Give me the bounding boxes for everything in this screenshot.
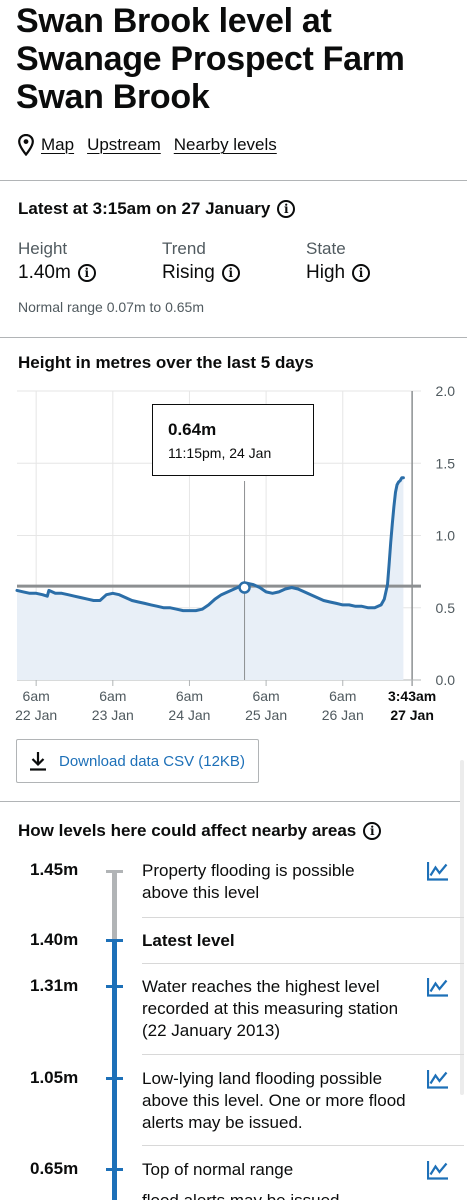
row-separator xyxy=(142,917,464,918)
info-icon[interactable]: i xyxy=(221,264,240,282)
x-tick-time: 6am xyxy=(23,688,50,704)
nearby-levels-link[interactable]: Nearby levels xyxy=(173,135,277,154)
threshold-description: Property flooding is possible above this… xyxy=(142,861,355,902)
y-tick-label: 0.5 xyxy=(436,600,456,616)
timeline-tick xyxy=(106,1168,123,1171)
state-label: State xyxy=(306,239,346,258)
trend-label: Trend xyxy=(162,239,206,258)
timeline-line-below xyxy=(112,941,117,1200)
timeline-tick xyxy=(106,870,123,873)
state-metric: State High i xyxy=(306,238,371,286)
trend-value-row: Rising i xyxy=(162,260,240,286)
height-value: 1.40m xyxy=(18,262,71,283)
info-icon[interactable]: i xyxy=(277,200,296,218)
timeline-tick xyxy=(106,1077,123,1080)
impact-heading-text: How levels here could affect nearby area… xyxy=(18,821,357,840)
x-tick-date: 24 Jan xyxy=(168,707,210,723)
download-icon xyxy=(30,752,46,771)
divider xyxy=(0,801,460,802)
trend-metric: Trend Rising i xyxy=(162,238,240,286)
divider xyxy=(0,180,467,181)
cut-off-text: flood alerts may be issued xyxy=(142,1190,340,1200)
threshold-description: Water reaches the highest level recorded… xyxy=(142,977,399,1040)
y-tick-label: 2.0 xyxy=(436,383,456,399)
y-tick-label: 1.5 xyxy=(436,455,456,471)
x-tick-date: 26 Jan xyxy=(322,707,364,723)
height-label: Height xyxy=(18,239,68,258)
threshold-level: 1.05m xyxy=(30,1068,79,1087)
page-title: Swan Brook level at Swanage Prospect Far… xyxy=(16,2,456,116)
x-tick-date: 22 Jan xyxy=(15,707,57,723)
x-tick-time: 3:43am xyxy=(388,688,436,704)
tooltip-time: 11:15pm, 24 Jan xyxy=(168,445,272,461)
upstream-link[interactable]: Upstream xyxy=(87,135,161,154)
info-icon[interactable]: i xyxy=(363,822,382,840)
latest-heading: Latest at 3:15am on 27 January i xyxy=(18,199,296,219)
page-title-line: Swanage Prospect Farm xyxy=(16,40,405,78)
level-chart[interactable]: 0.0 0.5 1.0 1.5 2.0 6am 22 Jan 6am 23 Jan 6am 24 J… xyxy=(0,380,467,725)
x-tick-time: 6am xyxy=(99,688,126,704)
threshold-description: Top of normal range xyxy=(142,1160,294,1179)
x-tick-date: 25 Jan xyxy=(245,707,287,723)
page-title-line: Swan Brook xyxy=(16,78,210,116)
line-chart-icon[interactable] xyxy=(427,1069,449,1089)
line-chart-icon[interactable] xyxy=(427,977,449,997)
x-tick-time: 6am xyxy=(329,688,356,704)
page-title-line: Swan Brook level at xyxy=(16,2,332,40)
line-chart-icon[interactable] xyxy=(427,861,449,881)
chart-heading: Height in metres over the last 5 days xyxy=(18,353,314,372)
latest-heading-text: Latest at 3:15am on 27 January xyxy=(18,199,271,218)
height-metric: Height 1.40m i xyxy=(18,238,96,286)
line-chart-icon[interactable] xyxy=(427,1160,449,1180)
row-separator xyxy=(142,963,464,964)
normal-range: Normal range 0.07m to 0.65m xyxy=(18,299,204,315)
x-tick-date: 27 Jan xyxy=(390,707,434,723)
threshold-description: Low-lying land flooding possible above t… xyxy=(142,1069,406,1132)
tooltip-value: 0.64m xyxy=(168,420,217,439)
threshold-level: 1.45m xyxy=(30,860,79,879)
y-tick-label: 0.0 xyxy=(436,672,456,688)
hover-point xyxy=(238,581,251,594)
x-tick-date: 23 Jan xyxy=(92,707,134,723)
y-tick-label: 1.0 xyxy=(436,528,456,544)
series-area xyxy=(17,477,404,680)
timeline-tick xyxy=(106,985,123,988)
info-icon[interactable]: i xyxy=(77,264,96,282)
timeline-line-above xyxy=(112,871,117,941)
x-tick-time: 6am xyxy=(176,688,203,704)
state-value: High xyxy=(306,262,346,283)
map-link[interactable]: Map xyxy=(41,135,75,154)
download-csv-button[interactable]: Download data CSV (12KB) xyxy=(16,739,259,783)
trend-value: Rising xyxy=(162,262,215,283)
row-separator xyxy=(142,1054,464,1055)
latest-level-value: 1.40m xyxy=(30,930,79,949)
chart-tooltip: 0.64m 11:15pm, 24 Jan xyxy=(152,404,314,476)
height-value-row: 1.40m i xyxy=(18,260,96,286)
row-separator xyxy=(142,1145,464,1146)
impact-heading: How levels here could affect nearby area… xyxy=(18,821,382,841)
location-pin-icon xyxy=(18,134,34,156)
download-csv-label: Download data CSV (12KB) xyxy=(59,752,245,770)
threshold-level: 1.31m xyxy=(30,976,79,995)
scrollbar[interactable] xyxy=(460,760,464,1095)
threshold-level: 0.65m xyxy=(30,1159,79,1178)
series-line xyxy=(15,476,405,613)
info-icon[interactable]: i xyxy=(352,264,371,282)
station-links: Map Upstream Nearby levels xyxy=(18,134,290,156)
divider xyxy=(0,337,467,338)
latest-level-label: Latest level xyxy=(142,931,235,950)
x-tick-time: 6am xyxy=(252,688,279,704)
state-value-row: High i xyxy=(306,260,371,286)
timeline-tick xyxy=(106,939,123,942)
